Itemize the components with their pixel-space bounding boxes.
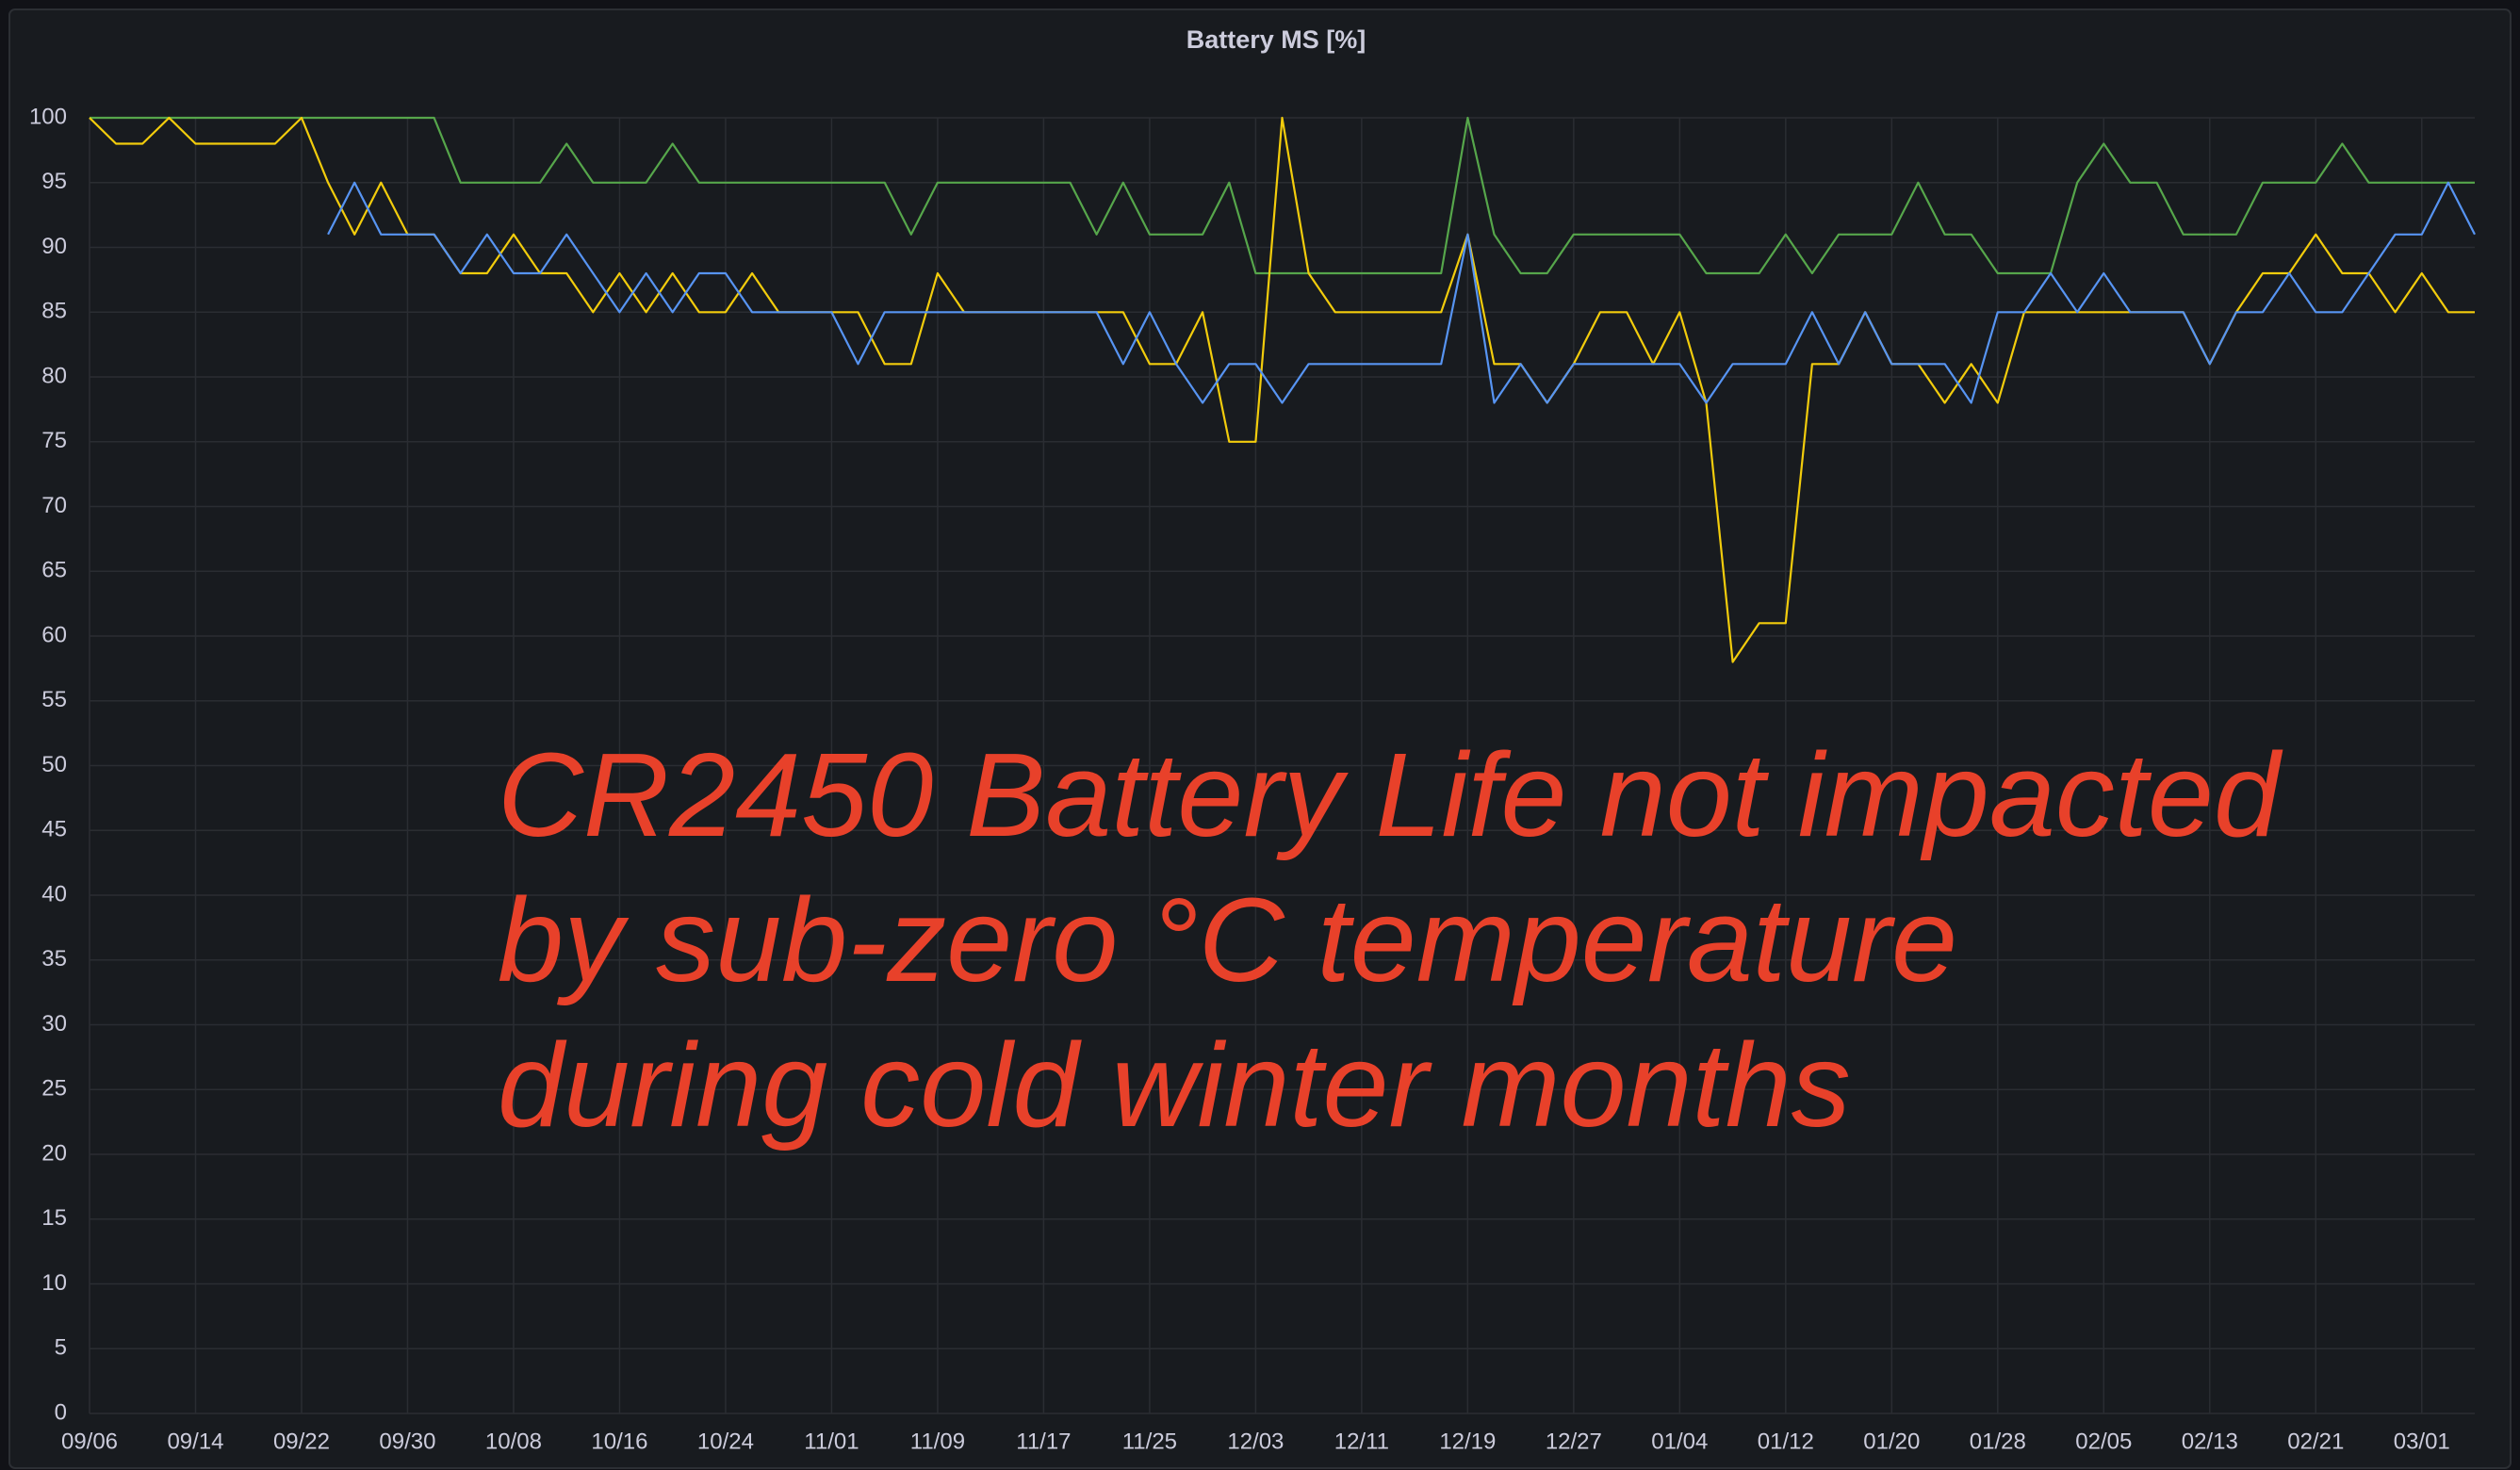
y-tick-label: 95 <box>41 169 67 194</box>
y-tick-label: 25 <box>41 1076 67 1102</box>
x-tick-label: 10/24 <box>697 1429 754 1454</box>
x-tick-label: 12/11 <box>1334 1429 1389 1454</box>
y-tick-label: 90 <box>41 234 67 259</box>
y-tick-label: 35 <box>41 946 67 972</box>
x-tick-label: 10/08 <box>485 1429 542 1454</box>
y-tick-label: 55 <box>41 687 67 712</box>
x-tick-label: 11/17 <box>1016 1429 1071 1454</box>
x-tick-label: 09/30 <box>379 1429 435 1454</box>
x-tick-label: 12/03 <box>1227 1429 1284 1454</box>
y-tick-label: 45 <box>41 817 67 842</box>
x-tick-label: 02/05 <box>2075 1429 2132 1454</box>
x-tick-label: 01/04 <box>1651 1429 1708 1454</box>
x-tick-label: 12/27 <box>1546 1429 1602 1454</box>
x-tick-label: 09/06 <box>61 1429 118 1454</box>
y-tick-label: 40 <box>41 881 67 906</box>
annotation-text: by sub-zero °C temperature <box>498 874 1957 1006</box>
y-tick-label: 50 <box>41 752 67 777</box>
plot <box>89 116 2476 663</box>
chart-title: Battery MS [%] <box>1186 25 1366 54</box>
x-tick-label: 02/13 <box>2182 1429 2238 1454</box>
x-tick-label: 01/20 <box>1863 1429 1920 1454</box>
y-tick-label: 75 <box>41 428 67 453</box>
y-tick-label: 10 <box>41 1270 67 1296</box>
y-tick-label: 0 <box>55 1399 67 1425</box>
y-tick-label: 80 <box>41 363 67 388</box>
y-tick-label: 65 <box>41 558 67 583</box>
y-tick-label: 100 <box>29 104 67 129</box>
y-tick-label: 20 <box>41 1140 67 1166</box>
x-tick-label: 03/01 <box>2394 1429 2450 1454</box>
x-tick-label: 01/12 <box>1758 1429 1814 1454</box>
x-tick-label: 09/14 <box>167 1429 223 1454</box>
x-tick-label: 10/16 <box>591 1429 647 1454</box>
x-tick-label: 01/28 <box>1970 1429 2026 1454</box>
x-tick-label: 11/25 <box>1122 1429 1177 1454</box>
x-tick-label: 11/09 <box>910 1429 965 1454</box>
y-tick-label: 70 <box>41 493 67 518</box>
y-tick-label: 15 <box>41 1205 67 1231</box>
annotation-text: during cold winter months <box>498 1019 1851 1152</box>
y-tick-label: 85 <box>41 299 67 324</box>
x-tick-label: 12/19 <box>1439 1429 1496 1454</box>
series-line <box>327 181 2476 404</box>
y-tick-label: 30 <box>41 1011 67 1037</box>
x-tick-label: 11/01 <box>804 1429 859 1454</box>
annotation-text: CR2450 Battery Life not impacted <box>498 728 2283 861</box>
grid: 0 5 10 15 20 25 30 35 40 45 50 55 60 65 70 75 80 85 90 95 10… <box>29 104 2475 1454</box>
x-tick-label: 02/21 <box>2287 1429 2344 1454</box>
y-tick-label: 60 <box>41 622 67 647</box>
y-tick-label: 5 <box>55 1335 67 1361</box>
series-line <box>90 116 2475 275</box>
panel <box>8 8 2512 1469</box>
x-tick-label: 09/22 <box>273 1429 330 1454</box>
